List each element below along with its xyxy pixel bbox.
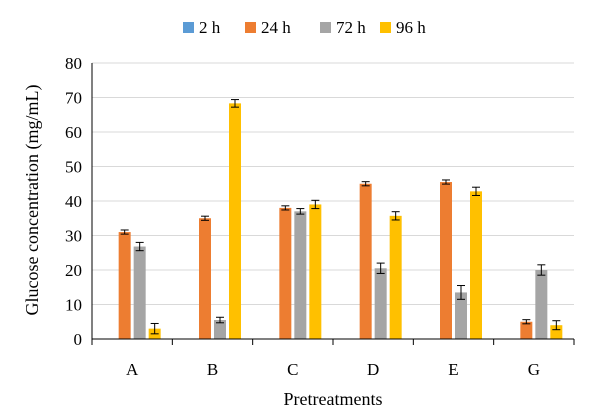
y-tick-label: 80: [65, 54, 82, 73]
y-axis-ticks: 0 10 20 30 40 50 60 70 80: [65, 54, 82, 349]
bar-C-24h: [279, 207, 292, 339]
y-tick-label: 40: [65, 192, 82, 211]
legend-swatch-24h: [245, 22, 256, 33]
bar-D-24h: [359, 183, 372, 339]
bar-A-24h: [118, 232, 131, 339]
legend-swatch-2h: [183, 22, 194, 33]
x-tick-label: G: [528, 360, 540, 379]
bar-D-96h: [389, 215, 402, 339]
y-tick-label: 20: [65, 261, 82, 280]
error-bars: [120, 99, 561, 335]
bar-E-96h: [470, 191, 482, 339]
bar-G-24h: [520, 321, 533, 339]
y-tick-label: 60: [65, 123, 82, 142]
bar-B-96h: [229, 103, 241, 340]
x-tick-label: C: [287, 360, 298, 379]
legend-label: 24 h: [261, 18, 291, 37]
bar-E-24h: [440, 182, 452, 339]
legend-swatch-96h: [380, 22, 391, 33]
y-tick-label: 0: [74, 330, 83, 349]
bar-C-96h: [309, 204, 322, 339]
y-axis-title: Glucose concentration (mg/mL): [22, 85, 43, 316]
bar-D-72h: [374, 268, 387, 339]
bar-G-72h: [535, 270, 548, 339]
legend-swatch-72h: [320, 22, 331, 33]
x-tick-label: B: [207, 360, 218, 379]
legend-label: 96 h: [396, 18, 426, 37]
bars: [118, 103, 563, 340]
y-tick-label: 30: [65, 227, 82, 246]
legend-label: 72 h: [336, 18, 366, 37]
bar-G-96h: [550, 325, 563, 339]
x-axis-title: Pretreatments: [284, 389, 383, 409]
x-tick-label: D: [367, 360, 379, 379]
bar-E-72h: [455, 292, 467, 339]
bar-B-24h: [199, 218, 211, 339]
y-tick-label: 10: [65, 296, 82, 315]
gridlines: [92, 62, 574, 305]
x-tick-label: E: [448, 360, 458, 379]
bar-B-72h: [214, 320, 226, 339]
x-tick-label: A: [126, 360, 139, 379]
y-tick-label: 50: [65, 158, 82, 177]
legend-label: 2 h: [199, 18, 221, 37]
legend: 2 h 24 h 72 h 96 h: [183, 18, 426, 37]
bar-A-72h: [133, 246, 146, 339]
y-tick-label: 70: [65, 89, 82, 108]
bar-C-72h: [294, 211, 307, 339]
